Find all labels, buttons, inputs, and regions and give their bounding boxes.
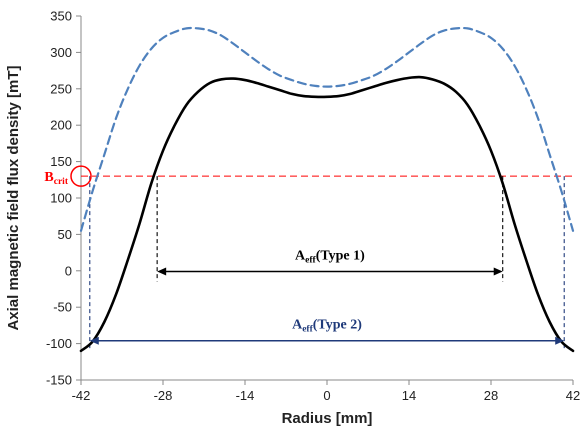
effective-area-arrows [89, 267, 565, 345]
aeff-type1-label: Aeff(Type 1) [295, 249, 365, 266]
y-tick-label: 350 [50, 9, 72, 24]
plot-area [70, 26, 575, 353]
bcrit-label-sub: crit [54, 177, 69, 187]
aeff-type2-rest: (Type 2) [313, 318, 362, 333]
y-tick-label: 150 [50, 154, 72, 169]
x-tick-label: 42 [566, 388, 580, 403]
x-tick-label: -42 [72, 388, 91, 403]
y-tick-label: 200 [50, 118, 72, 133]
arrow-head-left [157, 267, 167, 276]
axis-ticks [76, 15, 574, 385]
aeff-type1-rest: (Type 1) [316, 249, 365, 264]
y-tick-label: -100 [46, 336, 72, 351]
y-tick-label: 100 [50, 191, 72, 206]
x-tick-labels: -42 -28 -14 0 14 28 42 [72, 388, 581, 403]
y-tick-label: 0 [65, 263, 72, 278]
y-tick-label: 300 [50, 45, 72, 60]
aeff-type1-main: A [295, 249, 306, 264]
aeff-type2-sub: eff [302, 325, 313, 335]
x-tick-label: 28 [484, 388, 498, 403]
aeff-type2-label: Aeff(Type 2) [292, 318, 362, 335]
bcrit-marker-circle [70, 165, 92, 187]
x-axis-title: Radius [mm] [282, 410, 373, 427]
y-axis-title: Axial magnetic field flux density [mT] [5, 65, 22, 330]
x-tick-label: -14 [236, 388, 255, 403]
arrow-head-left [89, 336, 99, 345]
series-solid-line [79, 75, 575, 353]
x-tick-label: -28 [154, 388, 173, 403]
y-tick-label: 250 [50, 81, 72, 96]
x-tick-label: 14 [402, 388, 416, 403]
y-tick-labels: -150 -100 -50 0 50 100 150 200 250 300 350 [46, 9, 72, 388]
y-tick-label: -50 [53, 300, 72, 315]
bcrit-label: Bcrit [44, 170, 68, 187]
effective-area-guides [89, 176, 565, 351]
x-tick-label: 0 [323, 388, 330, 403]
bcrit-label-main: B [44, 170, 53, 185]
arrow-head-right [493, 267, 503, 276]
aeff-type1-sub: eff [305, 256, 316, 266]
arrow-head-right [555, 336, 565, 345]
series-dashed-line [79, 26, 575, 232]
y-tick-label: -150 [46, 373, 72, 388]
aeff-type2-main: A [292, 318, 303, 333]
y-tick-label: 50 [58, 227, 72, 242]
series-group [79, 26, 575, 353]
